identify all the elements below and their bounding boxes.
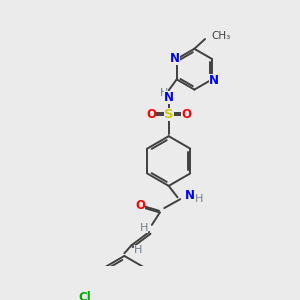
Text: H: H — [140, 223, 148, 232]
Text: Cl: Cl — [79, 291, 92, 300]
Text: H: H — [134, 245, 143, 255]
Text: N: N — [209, 74, 219, 87]
Text: CH₃: CH₃ — [211, 32, 230, 41]
Text: O: O — [146, 108, 156, 122]
Text: N: N — [185, 189, 195, 202]
Text: S: S — [164, 108, 173, 122]
Text: O: O — [182, 108, 191, 122]
Text: O: O — [135, 199, 145, 212]
Text: H: H — [160, 88, 169, 98]
Text: N: N — [170, 52, 180, 64]
Text: H: H — [194, 194, 203, 204]
Text: N: N — [164, 91, 174, 104]
